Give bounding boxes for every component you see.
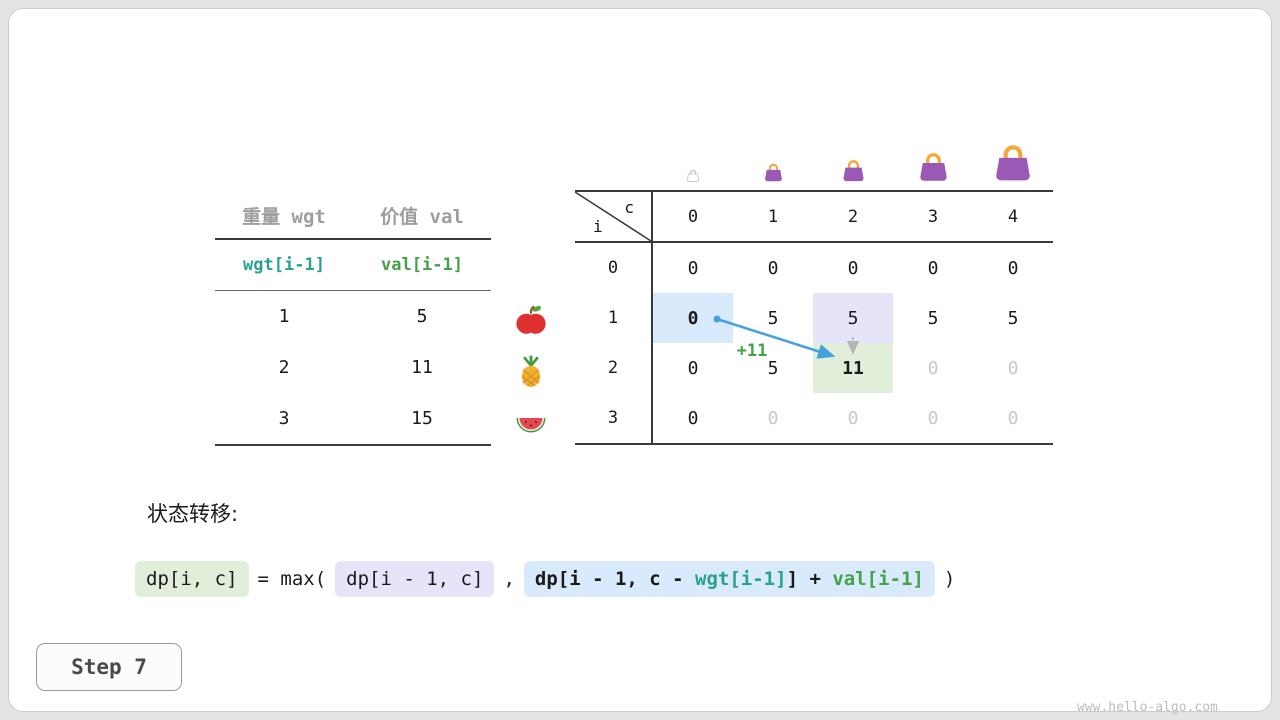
dp-col-header-1: 1 <box>733 192 813 243</box>
wgt-formula-label: wgt[i-1] <box>243 255 325 275</box>
item-val-cell: 15 <box>411 408 433 429</box>
step-button[interactable]: Step 7 <box>36 643 182 691</box>
dp-cell-0-1: 0 <box>767 257 779 279</box>
formula-option2-prefix: dp[i - 1, c - <box>534 568 696 590</box>
wgt-column-header: 重量 wgt <box>242 205 326 228</box>
dp-cell-0-2: 0 <box>847 257 859 279</box>
dp-corner-row-label: i <box>593 217 603 236</box>
dp-cell-3-3: 0 <box>927 407 939 429</box>
dp-cell-0-4: 0 <box>1007 257 1019 279</box>
item-row-2: 3 15 <box>215 393 491 444</box>
item-val-cell: 5 <box>416 306 428 327</box>
formula-option2-val: val[i-1] <box>832 568 924 590</box>
items-table-rows: 1 5 2 11 3 15 <box>215 291 491 446</box>
bag-icons-row <box>653 130 1053 182</box>
val-column-header: 价值 val <box>380 205 464 228</box>
formula-operator: = max( <box>257 568 327 590</box>
bag-icon-col-0 <box>653 168 733 182</box>
bag-icon-col-3 <box>893 149 973 182</box>
item-wgt-cell: 1 <box>278 306 290 327</box>
dp-cell-3-0: 0 <box>687 407 699 429</box>
dp-cell-2-2: 11 <box>813 343 893 393</box>
dp-row-header-1: 1 <box>575 293 653 343</box>
dp-cell-2-1: 5 <box>767 357 779 379</box>
dp-cell-3-2: 0 <box>847 407 859 429</box>
dp-cell-2-0: 0 <box>687 357 699 379</box>
item-row-1: 2 11 <box>215 342 491 393</box>
dp-cell-0-3: 0 <box>927 257 939 279</box>
dp-row-header-0: 0 <box>575 243 653 293</box>
pineapple-icon <box>514 354 548 388</box>
watermark: www.hello-algo.com <box>1077 700 1218 715</box>
dp-corner-col-label: c <box>624 198 634 217</box>
formula-option2: dp[i - 1, c - wgt[i-1]] + val[i-1] <box>523 561 935 597</box>
formula-close: ) <box>943 568 956 590</box>
dp-cell-1-1: 5 <box>767 307 779 329</box>
dp-cell-1-3: 5 <box>927 307 939 329</box>
bag-icon-col-4 <box>973 140 1053 182</box>
dp-col-header-4: 4 <box>973 192 1053 243</box>
bag-icon-col-2 <box>813 157 893 182</box>
items-table-formula-row: wgt[i-1] val[i-1] <box>215 240 491 291</box>
apple-icon <box>514 303 548 337</box>
bag-icon-col-1 <box>733 161 813 182</box>
dp-cell-2-4: 0 <box>1007 357 1019 379</box>
dp-cell-1-2: 5 <box>813 293 893 343</box>
items-table: 重量 wgt 价值 val wgt[i-1] val[i-1] 1 5 2 11 3 15 <box>215 192 491 446</box>
dp-table: c i 0 1 2 3 4 0 0 0 0 0 0 1 0 5 5 5 5 2 0 5 11 0 0 3 0 0 0 0 0 <box>575 190 1053 445</box>
formula-option1: dp[i - 1, c] <box>335 561 495 597</box>
dp-cell-3-4: 0 <box>1007 407 1019 429</box>
formula-option2-wgt: wgt[i-1] <box>695 568 787 590</box>
item-wgt-cell: 2 <box>278 357 290 378</box>
dp-cell-0-0: 0 <box>687 257 699 279</box>
watermelon-icon <box>514 405 548 439</box>
dp-cell-1-4: 5 <box>1007 307 1019 329</box>
item-val-cell: 11 <box>411 357 433 378</box>
dp-col-header-3: 3 <box>893 192 973 243</box>
dp-row-header-2: 2 <box>575 343 653 393</box>
formula-separator: , <box>503 568 515 590</box>
transition-formula: dp[i, c] = max( dp[i - 1, c] , dp[i - 1,… <box>135 561 955 597</box>
dp-cell-3-1: 0 <box>767 407 779 429</box>
formula-option2-mid: ] + <box>786 568 833 590</box>
val-formula-label: val[i-1] <box>381 255 463 275</box>
dp-col-header-2: 2 <box>813 192 893 243</box>
dp-row-header-3: 3 <box>575 393 653 443</box>
items-table-header: 重量 wgt 价值 val <box>215 192 491 240</box>
transition-heading: 状态转移: <box>147 502 239 526</box>
dp-cell-1-0: 0 <box>653 293 733 343</box>
dp-col-header-0: 0 <box>653 192 733 243</box>
item-wgt-cell: 3 <box>278 408 290 429</box>
formula-lhs: dp[i, c] <box>135 561 249 597</box>
dp-cell-2-3: 0 <box>927 357 939 379</box>
